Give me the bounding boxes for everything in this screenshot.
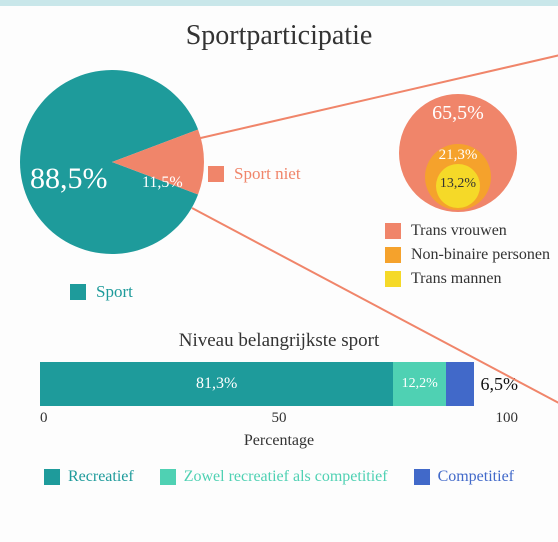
legend-sport-niet: Sport niet (208, 164, 301, 184)
nested-legend: Trans vrouwen Non-binaire personen Trans m… (385, 222, 550, 288)
upper-charts-area: 88,5% 11,5% Sport niet Sport 65,5%21,3%1… (0, 52, 558, 322)
nested-legend-text-0: Trans vrouwen (411, 222, 507, 240)
axis-tick-100: 100 (496, 410, 519, 427)
bar-legend-text-0: Recreatief (68, 468, 134, 486)
bar-axis: 0 50 100 (40, 410, 518, 430)
bar-segment-0: 81,3% (40, 362, 393, 406)
bar-chart-title: Niveau belangrijkste sport (40, 330, 518, 352)
legend-text-sport: Sport (96, 282, 133, 302)
swatch-sport (70, 284, 86, 300)
top-accent-bar (0, 0, 558, 6)
bar-legend: Recreatief Zowel recreatief als competiti… (40, 468, 518, 486)
nested-legend-text-2: Trans mannen (411, 270, 502, 288)
bar-legend-item-2: Competitief (414, 468, 514, 486)
stacked-bar: 81,3%12,2% (40, 362, 475, 406)
legend-text-sport-niet: Sport niet (234, 164, 301, 184)
swatch-sport-niet (208, 166, 224, 182)
pie-main-slice-label: 88,5% (30, 162, 108, 196)
bar-axis-label: Percentage (40, 432, 518, 450)
bar-legend-swatch-2 (414, 469, 430, 485)
nested-circle-2: 13,2% (436, 164, 480, 208)
nested-legend-swatch-2 (385, 271, 401, 287)
legend-sport: Sport (70, 282, 133, 302)
page-title: Sportparticipatie (0, 20, 558, 52)
bar-legend-item-0: Recreatief (44, 468, 134, 486)
nested-circle-label-0: 65,5% (432, 94, 484, 125)
nested-legend-item-0: Trans vrouwen (385, 222, 550, 240)
nested-legend-swatch-1 (385, 247, 401, 263)
nested-legend-item-2: Trans mannen (385, 270, 550, 288)
main-pie-chart: 88,5% 11,5% (12, 62, 212, 267)
bar-segment-1: 12,2% (393, 362, 446, 406)
nested-circle-label-1: 21,3% (439, 144, 478, 164)
nested-circles-chart: 65,5% 21,3%13,2% (388, 72, 528, 212)
lower-bar-area: Niveau belangrijkste sport 81,3%12,2% 6,… (0, 330, 558, 486)
nested-legend-item-1: Non-binaire personen (385, 246, 550, 264)
bar-legend-swatch-0 (44, 469, 60, 485)
bar-legend-item-1: Zowel recreatief als competitief (160, 468, 388, 486)
pie-small-slice-label: 11,5% (142, 174, 183, 192)
bar-legend-text-2: Competitief (438, 468, 514, 486)
bar-legend-swatch-1 (160, 469, 176, 485)
nested-legend-text-1: Non-binaire personen (411, 246, 550, 264)
bar-segment-2 (446, 362, 474, 406)
bar-legend-text-1: Zowel recreatief als competitief (184, 468, 388, 486)
nested-circle-label-2: 13,2% (440, 164, 476, 192)
nested-legend-swatch-0 (385, 223, 401, 239)
axis-tick-0: 0 (40, 410, 48, 427)
axis-tick-50: 50 (272, 410, 287, 427)
